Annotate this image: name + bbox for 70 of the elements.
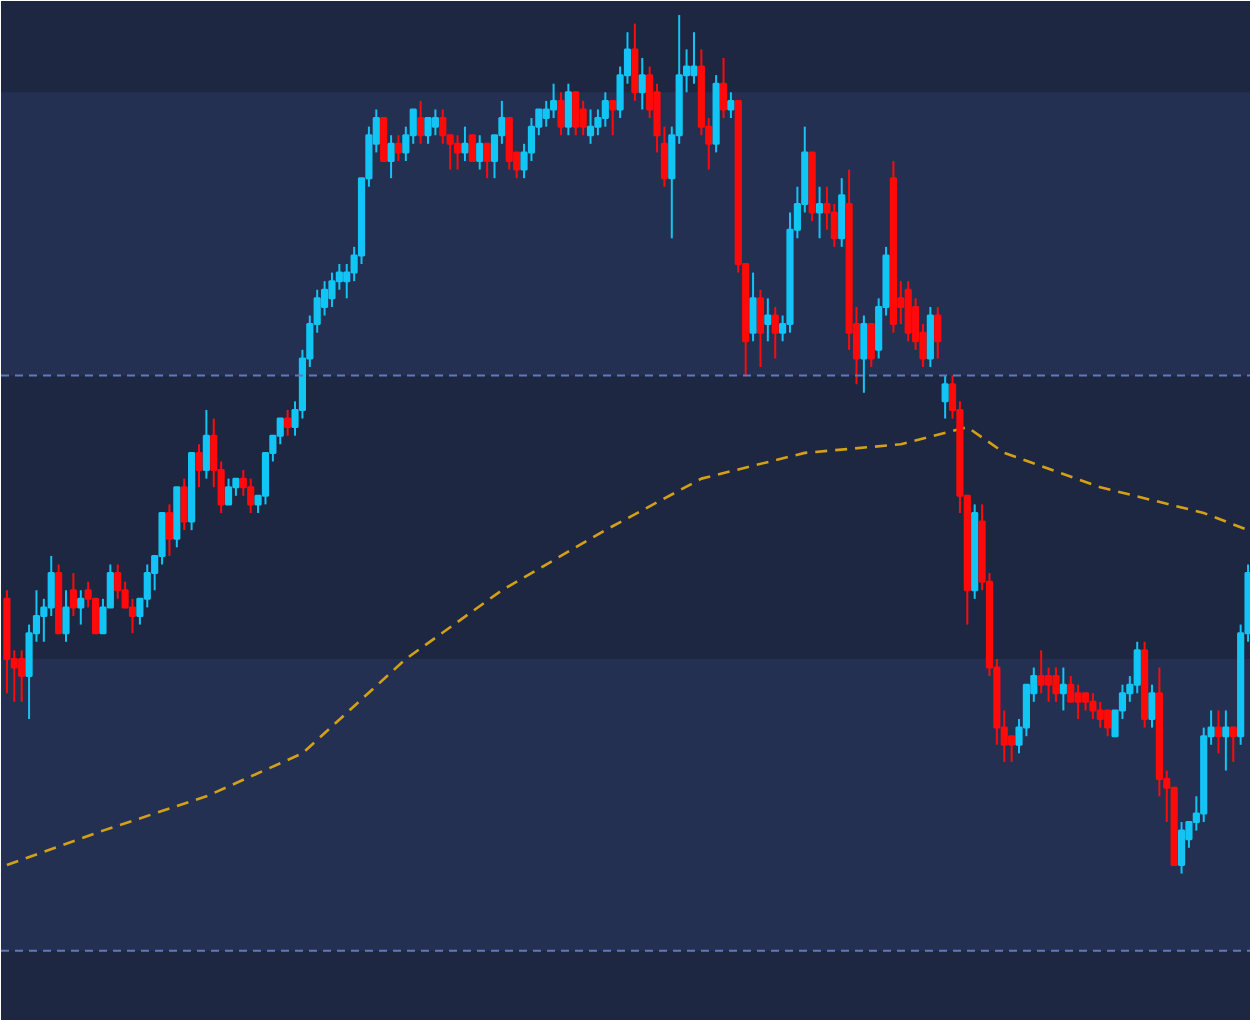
candlestick [128, 597, 137, 635]
candlestick [815, 185, 824, 240]
candlestick [224, 477, 233, 506]
candlestick [764, 297, 772, 343]
candlestick [572, 91, 580, 137]
candlestick [727, 91, 735, 120]
candlestick [1059, 666, 1067, 712]
candlestick [631, 22, 639, 102]
candlestick [394, 134, 403, 162]
candlestick [1074, 683, 1082, 721]
candlestick [904, 280, 912, 343]
candlestick [749, 271, 757, 343]
candlestick [476, 134, 484, 171]
candlestick [77, 589, 85, 626]
candlestick [934, 305, 942, 360]
candlestick [1008, 735, 1016, 763]
candlestick [1148, 683, 1156, 729]
candlestick [756, 288, 765, 369]
candlestick [1222, 709, 1230, 772]
candlestick [609, 99, 617, 137]
candlestick [143, 563, 151, 609]
candlestick [380, 117, 388, 162]
candlestick [1229, 726, 1237, 763]
candlestick [247, 477, 255, 514]
candlestick [926, 305, 934, 369]
candlestick [867, 323, 875, 369]
candlestick [328, 271, 336, 308]
candlestick [690, 31, 698, 85]
candlestick [468, 134, 476, 162]
candlestick [276, 417, 284, 446]
candlestick [586, 108, 595, 145]
candlestick [557, 91, 565, 137]
candlestick [941, 374, 949, 420]
candlestick [771, 305, 779, 360]
candlestick [114, 563, 122, 600]
candlestick [719, 56, 728, 120]
candlestick [1044, 666, 1053, 703]
candlestick [461, 125, 469, 162]
candlestick [638, 56, 646, 111]
candlestick [69, 572, 77, 617]
candlestick [417, 99, 425, 145]
candlestick [1089, 692, 1097, 721]
candlestick [453, 134, 462, 171]
candlestick [18, 649, 26, 703]
candlestick [62, 589, 70, 643]
candlestick [860, 314, 868, 394]
candlestick [1096, 700, 1104, 729]
candlestick [505, 117, 513, 171]
candlestick [424, 117, 432, 145]
candlestick [195, 443, 203, 489]
candlestick [1133, 640, 1141, 695]
candlestick [165, 503, 174, 557]
candlestick [387, 134, 395, 180]
candlestick [579, 99, 587, 137]
candlestick [564, 82, 572, 137]
candlestick [158, 511, 166, 566]
candlestick [838, 177, 846, 248]
candlestick [1214, 709, 1223, 755]
candlestick [1104, 709, 1112, 738]
candlestick [439, 108, 447, 145]
candlestick [1052, 666, 1060, 703]
candlestick [431, 108, 439, 137]
candlestick [1037, 649, 1045, 695]
candlestick [550, 82, 558, 120]
candlestick [483, 142, 491, 180]
candlestick [601, 91, 609, 128]
candlestick [180, 477, 188, 532]
candlestick [284, 408, 292, 437]
candlestick [1177, 821, 1186, 875]
candlestick [202, 408, 210, 480]
